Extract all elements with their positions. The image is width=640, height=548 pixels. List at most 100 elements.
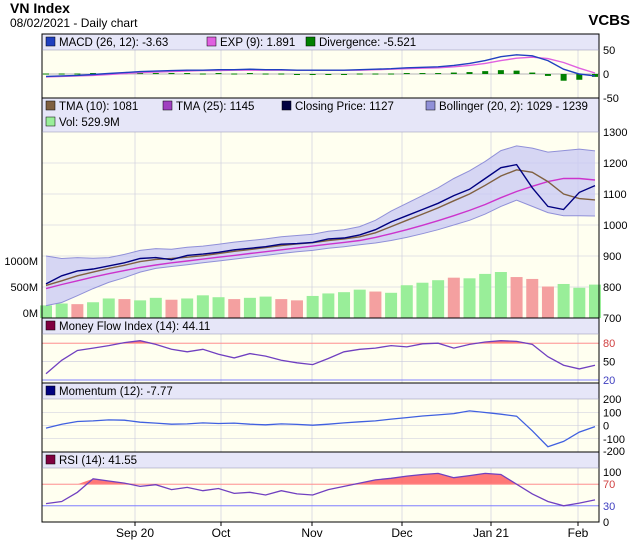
legend-swatch — [45, 320, 56, 331]
divergence-bar — [199, 73, 206, 75]
divergence-bar — [278, 73, 285, 75]
legend-swatch — [206, 36, 217, 47]
volume-bar — [134, 300, 147, 318]
y-tick-label: 50 — [603, 45, 615, 57]
overbought-fill — [46, 473, 595, 485]
divergence-bar — [74, 73, 81, 75]
legend-swatch — [45, 116, 56, 127]
divergence-bar — [90, 73, 97, 75]
divergence-bar — [560, 74, 567, 81]
legend-swatch — [281, 100, 292, 111]
divergence-bar — [388, 73, 395, 75]
volume-bar — [165, 299, 178, 318]
volume-bar — [494, 272, 507, 318]
volume-tick-label: 0M — [23, 308, 38, 320]
divergence-bar — [246, 73, 253, 75]
volume-bar — [259, 296, 272, 318]
y-tick-label: 1100 — [603, 189, 627, 201]
y-tick-label: 1200 — [603, 158, 627, 170]
tma25-line — [45, 177, 596, 290]
divergence-bar — [513, 70, 520, 74]
divergence-bar — [576, 74, 583, 80]
divergence-bar — [529, 72, 536, 74]
y-tick-label: 0 — [603, 421, 609, 433]
divergence-bar — [43, 73, 49, 75]
volume-bar — [385, 292, 398, 318]
pane-macd: 50 0 -50 MACD (26, 12): -3.63 EXP (9): 1.891… — [41, 33, 619, 105]
volume-bar — [463, 278, 476, 318]
y-tick-label: 30 — [603, 501, 615, 513]
divergence-bar — [497, 70, 504, 74]
pane-money-flow-index: 80 50 20 Money Flow Index (14): 44.11 — [41, 317, 615, 387]
legend-swatch — [162, 100, 173, 111]
divergence-bar — [231, 73, 238, 75]
y-tick-label: 900 — [603, 251, 621, 263]
divergence-bar — [58, 73, 65, 75]
volume-bar — [228, 299, 241, 318]
volume-bar — [526, 278, 539, 318]
divergence-bar — [215, 73, 222, 75]
volume-bar — [306, 295, 319, 318]
bollinger-upper-line — [45, 145, 596, 260]
divergence-bar — [435, 73, 442, 75]
legend-swatch — [45, 385, 56, 396]
tma10-line — [45, 169, 596, 287]
divergence-bar — [482, 71, 489, 74]
volume-bar — [400, 285, 413, 318]
legend-swatch — [45, 100, 56, 111]
y-tick-label: -200 — [603, 446, 625, 458]
legend-swatch — [45, 454, 56, 465]
y-tick-label: 0 — [603, 517, 609, 529]
legend-label: TMA (25): 1145 — [176, 101, 254, 113]
volume-bar — [479, 273, 492, 318]
legend-label: Money Flow Index (14): 44.11 — [59, 321, 210, 333]
legend-swatch — [425, 100, 436, 111]
volume-bar — [243, 297, 256, 318]
volume-bar — [573, 287, 586, 318]
chart-subtitle: 08/02/2021 - Daily chart — [10, 16, 138, 30]
volume-bar — [149, 297, 162, 318]
y-tick-label: 1000 — [603, 220, 627, 232]
macd-line — [45, 54, 596, 78]
divergence-bar — [293, 74, 300, 75]
legend-bar — [42, 34, 599, 50]
volume-bar — [212, 297, 225, 318]
legend-swatch — [45, 36, 56, 47]
x-tick-label: Nov — [301, 526, 322, 540]
legend-label: MACD (26, 12): -3.63 — [59, 37, 168, 49]
divergence-bar — [137, 73, 144, 75]
x-tick-label: Sep 20 — [116, 526, 154, 540]
y-tick-label: 70 — [603, 479, 615, 491]
divergence-bar — [309, 74, 316, 75]
divergence-bar — [372, 73, 379, 75]
momentum-line — [45, 410, 596, 448]
bollinger-lower-line — [45, 199, 596, 307]
divergence-bar — [450, 72, 457, 74]
volume-bar — [369, 291, 382, 318]
volume-bar — [338, 292, 351, 318]
legend-label: Closing Price: 1127 — [295, 101, 394, 113]
brand-label: VCBS — [588, 12, 630, 29]
divergence-bar — [356, 73, 363, 75]
y-tick-label: 50 — [603, 357, 615, 369]
volume-bar — [71, 304, 84, 318]
legend-bar — [42, 98, 599, 132]
y-tick-label: 200 — [603, 394, 621, 406]
oscillator-line — [45, 472, 596, 507]
volume-bar — [290, 300, 303, 318]
volume-bar — [322, 293, 335, 318]
legend-label: Bollinger (20, 2): 1029 - 1239 — [439, 101, 588, 113]
y-tick-label: 1300 — [603, 127, 627, 139]
legend-label: EXP (9): 1.891 — [220, 37, 295, 49]
legend-label: RSI (14): 41.55 — [59, 455, 137, 467]
divergence-bar — [184, 73, 191, 75]
volume-bar — [353, 289, 366, 318]
volume-bar — [416, 282, 429, 318]
legend-label: Vol: 529.9M — [59, 117, 120, 129]
bollinger-band — [46, 145, 595, 306]
volume-bar — [102, 298, 115, 318]
legend-swatch — [305, 36, 316, 47]
